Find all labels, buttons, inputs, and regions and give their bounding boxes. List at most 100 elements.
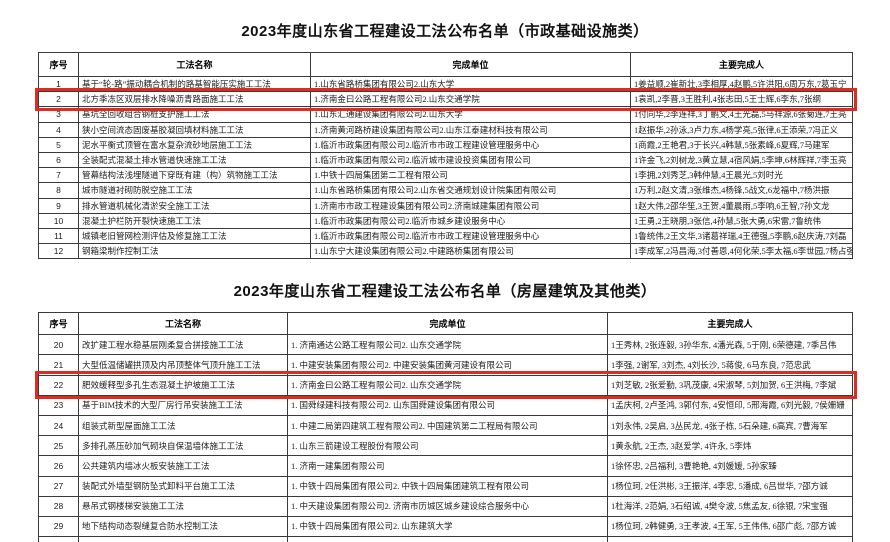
column-header-people: 主要完成人 <box>630 52 853 77</box>
table-row: 30非承重结构墙ALC板安装施工工法1. 山东长兴建设集团有限公司2. 济南市工… <box>38 536 853 542</box>
table-row: 8 城市隧道衬砌防脱空施工工法 1.山东省路桥集团有限公司2.山东省交通规划设计院集… <box>38 182 853 199</box>
main-contributors: 1李强, 2谢军, 3刘杰, 4刘长沙, 5蒋俊, 6马东良, 7范忠武 <box>607 354 853 376</box>
row-number: 23 <box>38 394 79 417</box>
column-header-no: 序号 <box>38 312 79 336</box>
column-header-people: 主要完成人 <box>607 312 853 336</box>
column-header-no: 序号 <box>38 52 79 77</box>
method-name: 北方季冻区双层排水降噪沥青路面施工工法 <box>78 91 311 108</box>
row-number: 11 <box>38 227 79 245</box>
completing-units: 1. 中铁十四局集团有限公司2. 中铁十四局集团建筑工程有限公司 <box>287 475 608 497</box>
main-contributors: 1王勇,2王晓朋,3张信,4孙慧,5张大勇,6宋雷,7鲁统伟 <box>630 212 853 229</box>
completing-units: 1. 济南金曰公路工程有限公司2. 山东交通学院 <box>287 374 608 396</box>
main-contributors: 1崔德国, 2李霖霖, 3郑晓芳, 4王雨伯, 5冀先财, 6付辉, 7马亚茹 <box>607 536 853 542</box>
method-name: 狭小空间流态固废基胶凝回填材料施工工法 <box>78 121 311 138</box>
main-contributors: 1杨位珂, 2韩健勇, 3王孝波, 4王军, 5王伟伟, 6邵广彪, 7邵方诚 <box>607 515 853 538</box>
row-number: 30 <box>38 536 79 542</box>
main-contributors: 1袁凯,2李晋,3王胜利,4张志田,5王士辉,6李东,7张纲 <box>630 91 853 108</box>
table-row: 24 组装式新型屋面施工工法 1. 中建二局第四建筑工程有限公司2. 中国建筑第二工… <box>38 414 853 437</box>
column-header-units: 完成单位 <box>310 52 631 77</box>
completing-units: 1.中铁十四局集团第二工程有限公司 <box>310 167 631 184</box>
table-title-municipal: 2023年度山东省工程建设工法公布名单（市政基础设施类） <box>241 23 649 40</box>
completing-units: 1.临沂市政集团有限公司2.临沂市市政工程建设管理服务中心 <box>310 227 631 245</box>
method-name: 悬吊式钢楼梯安装施工工法 <box>78 495 288 517</box>
table-row: 1 基于“轮-路”振动耦合机制的路基智能压实施工工法 1.山东省路桥集团有限公司2.… <box>38 75 853 93</box>
column-header-units: 完成单位 <box>287 312 608 336</box>
row-number: 26 <box>38 455 79 477</box>
completing-units: 1.山东省路桥集团有限公司2.山东大学 <box>310 75 631 93</box>
table-row: 10 混凝土护栏防开裂快速施工工法 1.临沂市政集团有限公司2.临沂市城乡建设服务中… <box>38 212 853 229</box>
table-row: 3 基坑全回收组合钢桩支护施工工法 1.山东汇通建设集团有限公司2.山东大学 1付同华… <box>38 106 853 123</box>
row-number: 22 <box>38 374 79 396</box>
method-name: 排水管道机械化清淤安全施工工法 <box>78 197 311 214</box>
row-number: 7 <box>38 167 79 184</box>
table-row-highlighted: 2 北方季冻区双层排水降噪沥青路面施工工法 1.济南金曰公路工程有限公司2.山东交通… <box>34 87 857 111</box>
main-contributors: 1姜益顺,2崔新壮,3李相厚,4赵鹏,5许洪阳,6周万东,7葛玉宁 <box>630 75 853 93</box>
main-contributors: 1徐怀忠, 2吕福利, 3曹艳艳, 4刘媛媛, 5孙家臻 <box>607 455 853 477</box>
section-municipal-infrastructure: 2023年度山东省工程建设工法公布名单（市政基础设施类） 序号 工法名称 完成单… <box>0 0 890 260</box>
table-row: 7 管幕结构法浅埋隧道下穿既有建（构）筑物施工工法 1.中铁十四局集团第二工程有限公… <box>38 167 853 184</box>
main-contributors: 1杜海洋, 2范娟, 3石绍诚, 4樊令波, 5焦孟友, 6徐银, 7宋宝强 <box>607 495 853 517</box>
row-number: 25 <box>38 435 79 457</box>
method-name: 地下结构动态裂缝复合防水控制工法 <box>78 515 288 538</box>
completing-units: 1. 中天建设集团有限公司2. 济南市历城区城乡建设综合服务中心 <box>287 495 608 517</box>
completing-units: 1.临沂市政集团有限公司2.临沂市市政工程建设管理服务中心 <box>310 136 631 153</box>
table-row: 4 狭小空间流态固废基胶凝回填材料施工工法 1.济南黄河路桥建设集团有限公司2.山东… <box>38 121 853 138</box>
table-row: 25 多排孔蒸压砂加气砌块自保温墙体施工工法 1. 山东三箭建设工程股份有限公司 1黄… <box>38 435 853 457</box>
method-name: 装配式外墙型钢防坠式卸料平台施工工法 <box>78 475 288 497</box>
column-header-name: 工法名称 <box>78 52 311 77</box>
method-name: 钢箱梁制作控制工法 <box>78 243 311 260</box>
row-number: 28 <box>38 495 79 517</box>
method-name: 城镇老旧管网检测评估及修复施工工法 <box>78 227 311 245</box>
completing-units: 1.济南黄河路桥建设集团有限公司2.山东江泰建材科技有限公司 <box>310 121 631 138</box>
row-number: 6 <box>38 151 79 169</box>
row-number: 8 <box>38 182 79 199</box>
completing-units: 1. 中建安装集团有限公司2. 中建安装集团黄河建设有限公司 <box>287 354 608 376</box>
row-number: 29 <box>38 515 79 538</box>
table-row: 28 悬吊式钢楼梯安装施工工法 1. 中天建设集团有限公司2. 济南市历城区城乡建设… <box>38 495 853 517</box>
method-name: 多排孔蒸压砂加气砌块自保温墙体施工工法 <box>78 435 288 457</box>
method-name: 全装配式混凝土排水管道快速施工工法 <box>78 151 311 169</box>
row-number: 21 <box>38 354 79 376</box>
method-name: 非承重结构墙ALC板安装施工工法 <box>78 536 288 542</box>
table-row: 20 改扩建工程水稳基层刚柔复合拼接施工工法 1. 济南通达公路工程有限公司2. 山… <box>38 334 853 356</box>
main-contributors: 1刘芝敏, 2张爱勤, 3巩茂康, 4宋淑琴, 5刘加贺, 6王洪梅, 7李斌 <box>607 374 853 396</box>
header-row: 序号 工法名称 完成单位 主要完成人 <box>38 52 853 77</box>
column-header-name: 工法名称 <box>78 312 288 336</box>
completing-units: 1. 济南通达公路工程有限公司2. 山东交通学院 <box>287 334 608 356</box>
method-name: 大型低温储罐拱顶及内吊顶整体气顶升施工工法 <box>78 354 288 376</box>
main-contributors: 1杨位珂, 2任洪彬, 3王振洋, 4李忠, 5潘成, 6吕世华, 7邵方诚 <box>607 475 853 497</box>
completing-units: 1. 中建二局第四建筑工程有限公司2. 中国建筑第二工程局有限公司 <box>287 414 608 437</box>
method-name: 肥效缓释型多孔生态混凝土护坡施工工法 <box>78 374 288 396</box>
completing-units: 1. 国舜绿建科技有限公司2. 山东国舜建设集团有限公司 <box>287 394 608 417</box>
main-contributors: 1赵大伟,2邵华笙,3王贺,4董晨雨,5李响,6王智,7孙文龙 <box>630 197 853 214</box>
row-number: 12 <box>38 243 79 260</box>
completing-units: 1.山东宁大建设集团有限公司2.中建路桥集团有限公司 <box>310 243 631 260</box>
method-name: 管幕结构法浅埋隧道下穿既有建（构）筑物施工工法 <box>78 167 311 184</box>
row-number: 3 <box>38 106 79 123</box>
row-number: 2 <box>38 91 79 108</box>
table-row: 26 公共建筑内墙冰火板安装施工工法 1. 济南一建集团有限公司 1徐怀忠, 2吕福利… <box>38 455 853 477</box>
table-row: 12 钢箱梁制作控制工法 1.山东宁大建设集团有限公司2.中建路桥集团有限公司 1李成… <box>38 243 853 260</box>
completing-units: 1. 山东三箭建设工程股份有限公司 <box>287 435 608 457</box>
main-contributors: 1李拥,2刘秀芝,3韩仲慧,4王晨光,5刘时光 <box>630 167 853 184</box>
table-row: 21 大型低温储罐拱顶及内吊顶整体气顶升施工工法 1. 中建安装集团有限公司2. 中… <box>38 354 853 376</box>
method-name: 基于“轮-路”振动耦合机制的路基智能压实施工工法 <box>78 75 311 93</box>
completing-units: 1.临沂市政集团有限公司2.临沂市城乡建设服务中心 <box>310 212 631 229</box>
methods-table-municipal: 序号 工法名称 完成单位 主要完成人 1 基于“轮-路”振动耦合机制的路基智能压实… <box>34 52 857 260</box>
header-row: 序号 工法名称 完成单位 主要完成人 <box>38 312 853 336</box>
main-contributors: 1孟庆柯, 2卢圣鸿, 3郭付东, 4安恒印, 5邢海霞, 6刘光毅, 7侯姗姗 <box>607 394 853 417</box>
main-contributors: 1万利,2赵文清,3张维杰,4杨锋,5战文,6龙福中,7杨洪振 <box>630 182 853 199</box>
main-contributors: 1李成军,2冯昌海,3付善恩,4何化荣,5李太福,6李世园,7杨占强 <box>630 243 853 260</box>
row-number: 5 <box>38 136 79 153</box>
method-name: 基坑全回收组合钢桩支护施工工法 <box>78 106 311 123</box>
main-contributors: 1商霞,2王艳君,3于长兴,4韩慧,5张素峰,6夏辉,7马建军 <box>630 136 853 153</box>
completing-units: 1.济南市市政工程建设集团有限公司2.济南城建集团有限公司 <box>310 197 631 214</box>
main-contributors: 1鲁统伟,2王文华,3诸葛祥瑞,4王德强,5李鹏,6赵庆涛,7刘磊 <box>630 227 853 245</box>
row-number: 20 <box>38 334 79 356</box>
main-contributors: 1王秀林, 2张连毅, 3孙华东, 4潘光森, 5于刚, 6荣德建, 7季吕伟 <box>607 334 853 356</box>
table-row: 29 地下结构动态裂缝复合防水控制工法 1. 中铁十四局集团有限公司2. 山东建筑大… <box>38 515 853 538</box>
method-name: 泥水平衡式顶管在富水复杂流砂地层施工工法 <box>78 136 311 153</box>
row-number: 27 <box>38 475 79 497</box>
row-number: 1 <box>38 75 79 93</box>
